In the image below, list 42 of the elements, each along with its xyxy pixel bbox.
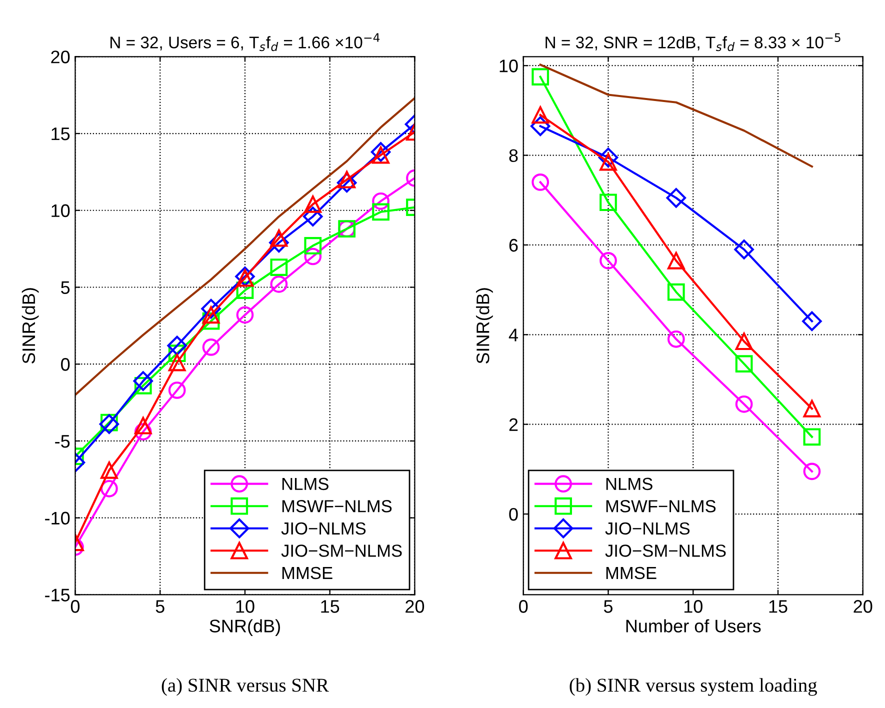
y-axis-title: SINR(dB) <box>476 288 493 364</box>
y-tick-label: -15 <box>45 588 70 602</box>
y-tick-label: 0 <box>509 508 518 521</box>
legend-label: JIO−SM−NLMS <box>281 544 402 557</box>
x-axis-title: Number of Users <box>626 619 761 632</box>
x-tick-label: 20 <box>406 600 424 613</box>
x-tick-label: 0 <box>519 600 528 613</box>
y-tick-label: 4 <box>508 328 518 342</box>
y-tick-label: 2 <box>509 418 518 431</box>
text: (a) SINR versus SNR <box>162 678 329 696</box>
legend-label: MSWF−NLMS <box>606 500 716 512</box>
legend-label: NLMS <box>606 478 652 490</box>
x-tick-label: 5 <box>604 600 613 613</box>
y-tick-label: 15 <box>52 128 70 140</box>
legend-label: MSWF−NLMS <box>282 500 392 512</box>
x-tick-label: 0 <box>70 600 80 613</box>
y-tick-label: 8 <box>509 149 518 162</box>
x-tick-label: 15 <box>321 600 340 613</box>
y-tick-label: 6 <box>509 238 518 252</box>
legend-label: JIO−NLMS <box>605 522 690 535</box>
y-tick-label: -10 <box>45 512 70 525</box>
y-axis-title: SINR(dB) <box>22 288 39 364</box>
y-tick-label: -5 <box>55 435 70 448</box>
y-tick-label: 10 <box>500 60 518 72</box>
chart-title: N = 32, Users = 6, T$_{s}$f$_{d}$ = 1.66 ×10$^{−4}$ <box>110 33 380 52</box>
legend-label: MMSE <box>282 566 332 580</box>
y-tick-label: 0 <box>61 358 70 371</box>
y-tick-label: 20 <box>51 50 70 64</box>
x-tick-label: 10 <box>236 600 254 613</box>
y-tick-label: 5 <box>61 281 70 294</box>
x-tick-label: 10 <box>684 600 702 613</box>
text: (b) SINR versus system loading <box>570 678 817 696</box>
x-tick-label: 5 <box>156 600 164 613</box>
x-axis-title: SNR(dB) <box>210 619 280 636</box>
x-tick-label: 15 <box>769 600 788 613</box>
legend-label: JIO−SM−NLMS <box>605 544 726 557</box>
legend-label: JIO−NLMS <box>281 522 366 535</box>
y-tick-label: 10 <box>52 204 70 218</box>
legend-label: MMSE <box>606 566 656 580</box>
x-tick-label: 20 <box>854 600 872 613</box>
legend-label: NLMS <box>282 478 328 490</box>
chart-title: N = 32, SNR = 12dB, T$_{s}$f$_{d}$ = 8.33 × 10$^{−5}$ <box>546 33 840 52</box>
